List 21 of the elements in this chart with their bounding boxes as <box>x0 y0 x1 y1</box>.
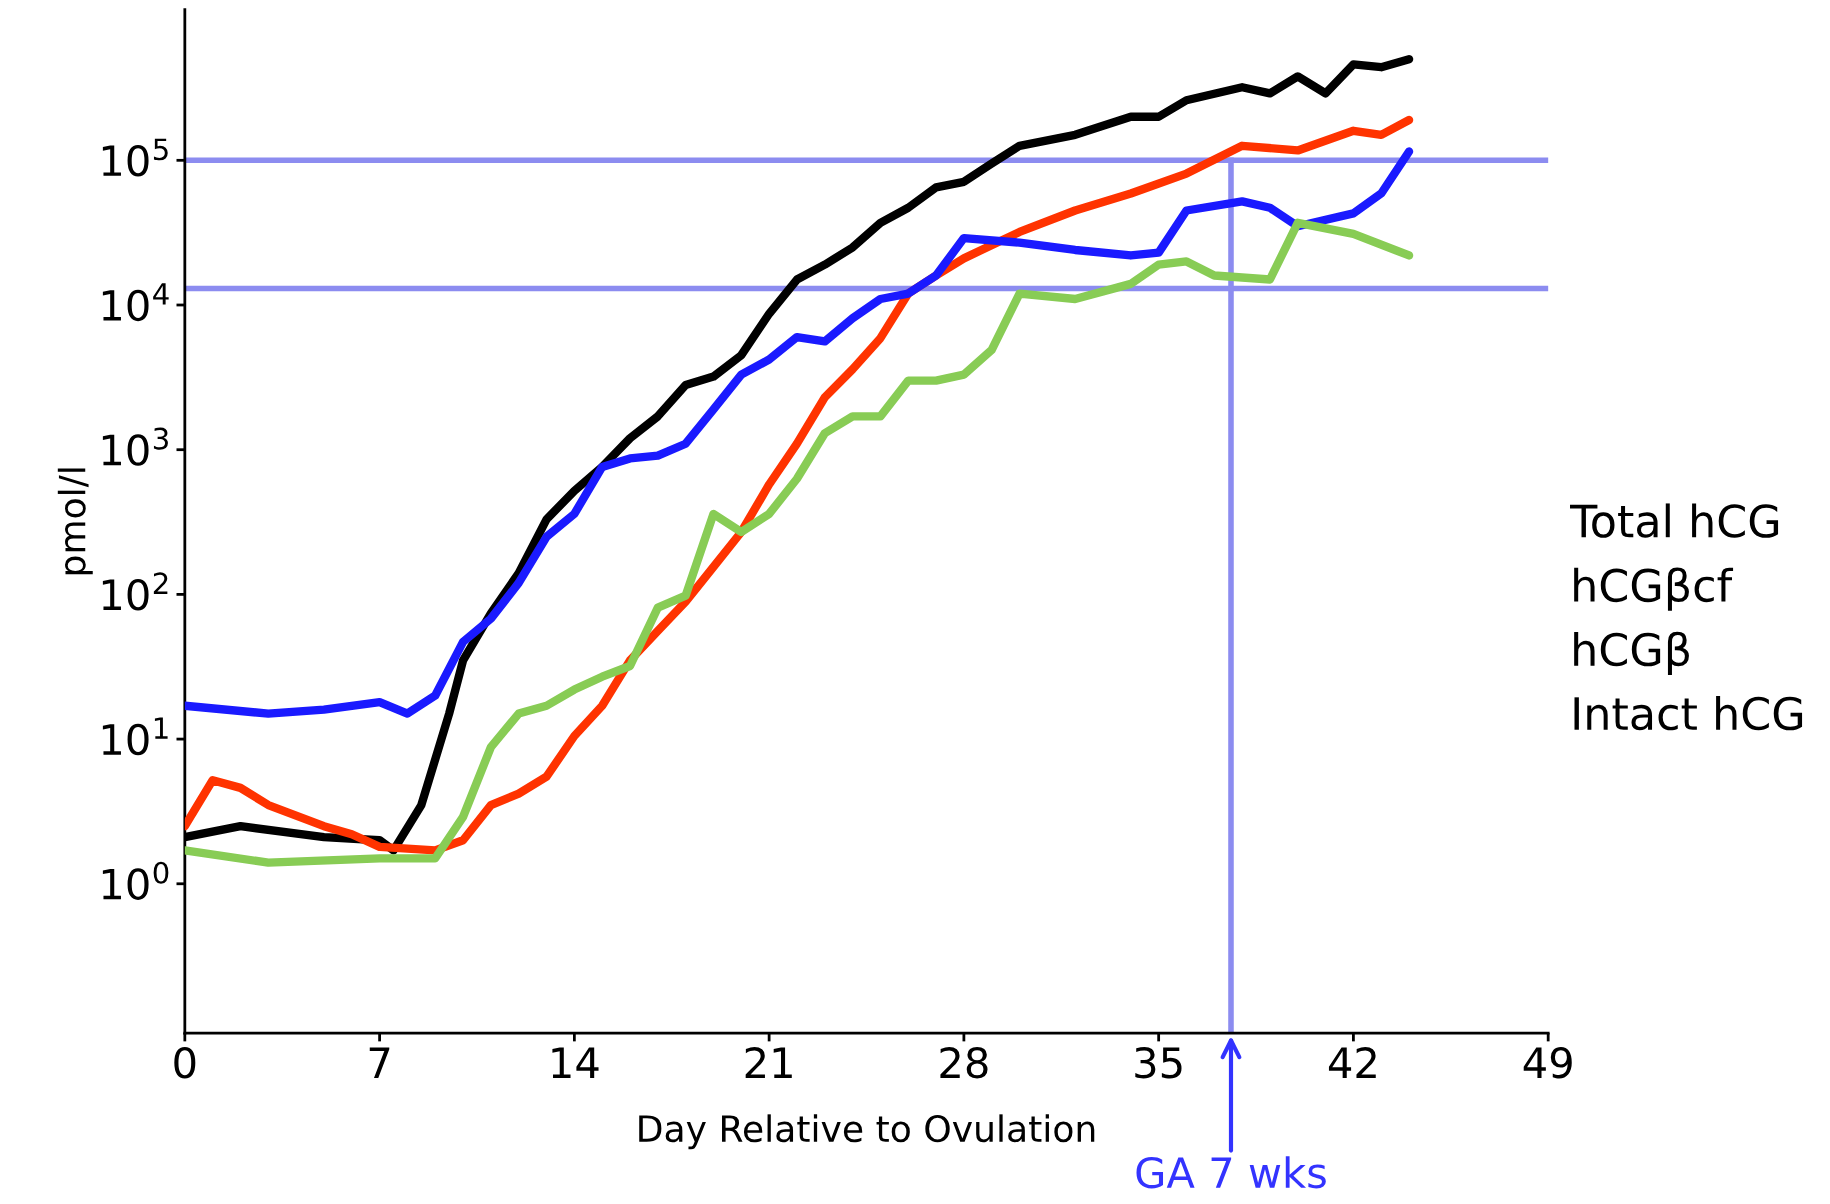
text: Intact hCG <box>1574 695 1803 731</box>
text: Total hCG <box>1570 503 1779 538</box>
x-tick-label: 42 <box>1328 1046 1376 1078</box>
x-tick-label: 49 <box>1523 1046 1572 1079</box>
text: hCGβcf <box>1574 567 1734 611</box>
y-axis-title: pmol/l <box>57 468 93 575</box>
y-tick-label: 10$^{1}$ <box>102 717 168 756</box>
y-tick-label: 10$^{2}$ <box>102 572 168 611</box>
x-tick-label: 28 <box>940 1046 988 1079</box>
y-tick-label: 10$^{4}$ <box>102 283 169 322</box>
y-tick-label: 10$^{3}$ <box>102 427 168 466</box>
text: hCGβ <box>1574 631 1689 675</box>
ref-line-label: GA 7 wks <box>1136 1156 1326 1189</box>
x-tick-label: 21 <box>745 1046 792 1078</box>
x-tick-label: 35 <box>1135 1046 1182 1079</box>
x-axis-title: Day Relative to Ovulation <box>639 1114 1095 1150</box>
x-tick-label: 7 <box>369 1047 390 1078</box>
y-tick-label: 10$^{0}$ <box>102 861 169 900</box>
y-tick-label: 10$^{5}$ <box>102 138 168 177</box>
x-tick-label: 0 <box>174 1046 196 1079</box>
x-tick-label: 14 <box>552 1047 599 1078</box>
